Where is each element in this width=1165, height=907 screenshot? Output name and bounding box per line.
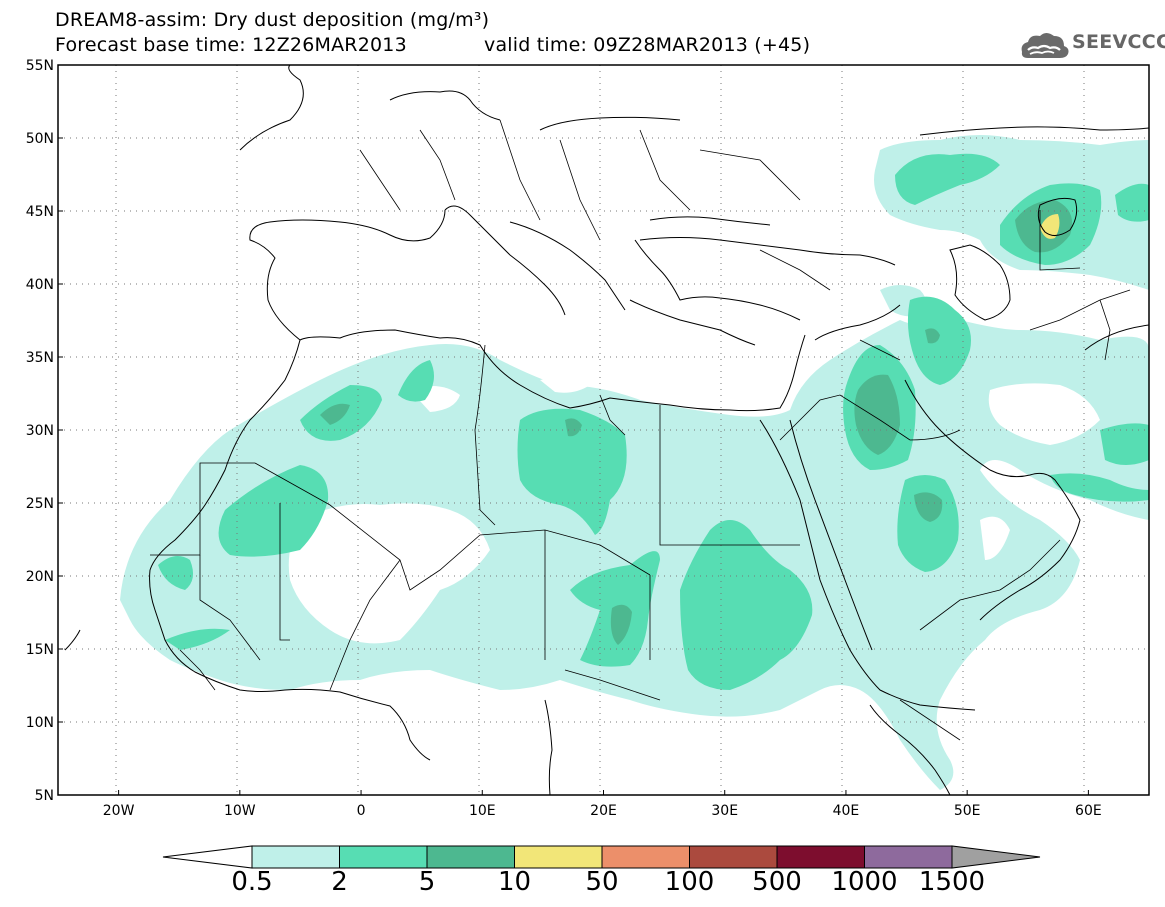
lon-tick-label: 30E: [711, 803, 738, 819]
colorbar-swatch: [776, 845, 865, 869]
forecast-base-time: Forecast base time: 12Z26MAR2013: [55, 34, 407, 56]
colorbar-swatch: [689, 845, 778, 869]
coastlines: [64, 65, 1149, 795]
lat-tick-label: 20N: [26, 569, 54, 585]
lon-tick-label: 20E: [590, 803, 617, 819]
lat-tick-label: 50N: [26, 131, 54, 147]
colorbar-label: 5: [418, 867, 436, 897]
valid-time: valid time: 09Z28MAR2013 (+45): [484, 34, 811, 56]
seevccc-cloud-logo-icon: [1021, 33, 1069, 58]
lon-tick-label: 60E: [1075, 803, 1102, 819]
colorbar-swatch: [601, 845, 690, 869]
lon-tick-label: 0: [357, 803, 366, 819]
colorbar-swatch: [251, 845, 340, 869]
colorbar-label: 500: [752, 867, 802, 897]
lat-tick-label: 55N: [26, 58, 54, 74]
lon-tick-label: 10E: [469, 803, 496, 819]
latitude-axis: 55N 50N 45N 40N 35N 30N 25N 20N 15N 10N 5N: [26, 58, 63, 804]
country-borders: [150, 119, 1131, 741]
lat-tick-label: 15N: [26, 642, 54, 658]
lon-tick-label: 50E: [954, 803, 981, 819]
colorbar: [162, 845, 1041, 869]
lat-tick-label: 45N: [26, 204, 54, 220]
longitude-axis: 20W 10W 0 10E 20E 30E 40E 50E 60E: [103, 790, 1102, 819]
colorbar-left-arrow: [162, 845, 253, 869]
map-title: DREAM8-assim: Dry dust deposition (mg/m³…: [55, 9, 490, 31]
lat-tick-label: 10N: [26, 715, 54, 731]
map-field: [58, 65, 1149, 795]
colorbar-swatch: [426, 845, 515, 869]
colorbar-label: 0.5: [231, 867, 273, 897]
seevccc-logo-text: SEEVCCC: [1072, 31, 1165, 53]
lat-tick-label: 35N: [26, 350, 54, 366]
lon-tick-label: 40E: [833, 803, 860, 819]
colorbar-label: 50: [585, 867, 619, 897]
colorbar-label: 100: [664, 867, 715, 897]
colorbar-label: 1500: [918, 867, 986, 897]
colorbar-swatch: [339, 845, 428, 869]
colorbar-label: 1000: [831, 867, 898, 897]
dust-contour-10-50: [1040, 214, 1060, 239]
colorbar-right-arrow: [951, 845, 1041, 869]
lon-tick-label: 10W: [224, 803, 256, 819]
colorbar-label: 10: [497, 867, 532, 897]
dust-contour-gap: [288, 240, 1100, 644]
lat-tick-label: 5N: [35, 788, 54, 804]
colorbar-label: 2: [331, 867, 348, 897]
colorbar-swatch: [514, 845, 603, 869]
lat-tick-label: 25N: [26, 496, 54, 512]
colorbar-swatch: [864, 845, 953, 869]
lat-tick-label: 40N: [26, 277, 54, 293]
lon-tick-label: 20W: [103, 803, 135, 819]
lat-tick-label: 30N: [26, 423, 54, 439]
